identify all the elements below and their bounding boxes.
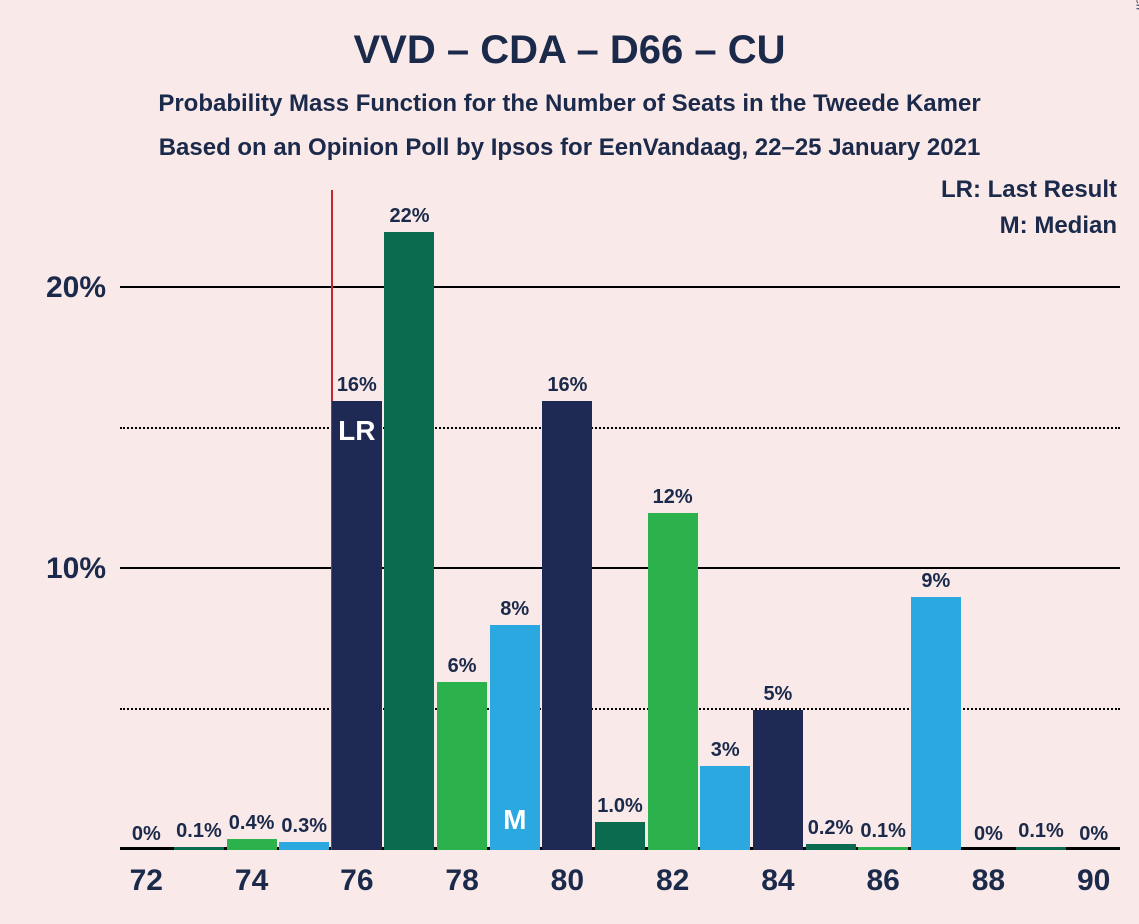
x-tick-label: 76 <box>340 850 373 898</box>
bar-annotation: LR <box>338 415 375 447</box>
gridline <box>120 427 1120 429</box>
x-tick-label: 90 <box>1077 850 1110 898</box>
bar: 5% <box>753 710 803 850</box>
bar: 3% <box>700 766 750 850</box>
gridline <box>120 567 1120 569</box>
bar: 6% <box>437 682 487 851</box>
bar-value-label: 22% <box>389 205 429 232</box>
bar: 16%LR <box>332 401 382 850</box>
x-tick-label: 88 <box>972 850 1005 898</box>
chart-title: VVD – CDA – D66 – CU <box>0 28 1139 73</box>
bar-value-label: 3% <box>711 739 740 766</box>
bar: 16% <box>542 401 592 850</box>
bar-value-label: 6% <box>448 655 477 682</box>
copyright-text: © 2021 Filip van Laenen <box>1133 0 1139 10</box>
x-tick-label: 78 <box>445 850 478 898</box>
gridline <box>120 708 1120 710</box>
x-tick-label: 72 <box>130 850 163 898</box>
chart-subtitle-2: Based on an Opinion Poll by Ipsos for Ee… <box>0 134 1139 162</box>
bar: 0.4% <box>227 839 277 850</box>
bar-value-label: 16% <box>337 374 377 401</box>
y-tick-label: 20% <box>46 271 120 305</box>
bar-value-label: 5% <box>763 683 792 710</box>
bar-value-label: 0% <box>132 823 161 850</box>
bar-value-label: 1.0% <box>597 795 643 822</box>
gridline <box>120 286 1120 288</box>
bar: 0.1% <box>174 847 224 850</box>
bar: 12% <box>648 513 698 850</box>
bar: 8%M <box>490 625 540 850</box>
chart-canvas: VVD – CDA – D66 – CU Probability Mass Fu… <box>0 0 1139 924</box>
bar-value-label: 0.1% <box>860 820 906 847</box>
bar-value-label: 0% <box>1079 823 1108 850</box>
x-tick-label: 84 <box>761 850 794 898</box>
bar-value-label: 8% <box>500 598 529 625</box>
bar-value-label: 0.4% <box>229 812 275 839</box>
bar: 0.2% <box>806 844 856 850</box>
bar-value-label: 0.1% <box>1018 820 1064 847</box>
x-tick-label: 74 <box>235 850 268 898</box>
bar: 0.3% <box>279 842 329 850</box>
bar: 0.1% <box>1016 847 1066 850</box>
plot-area: 10%20%0%0.1%0.4%0.3%16%LR22%6%8%M16%1.0%… <box>120 190 1120 850</box>
chart-subtitle-1: Probability Mass Function for the Number… <box>0 90 1139 118</box>
bar-value-label: 12% <box>653 486 693 513</box>
y-tick-label: 10% <box>46 552 120 586</box>
bar-annotation: M <box>503 804 526 836</box>
x-tick-label: 82 <box>656 850 689 898</box>
x-tick-label: 86 <box>866 850 899 898</box>
bar: 22% <box>384 232 434 850</box>
bar-value-label: 16% <box>547 374 587 401</box>
bar-value-label: 0.1% <box>176 820 222 847</box>
bar-value-label: 0.3% <box>281 815 327 842</box>
bar-value-label: 0.2% <box>808 817 854 844</box>
x-tick-label: 80 <box>551 850 584 898</box>
bar: 1.0% <box>595 822 645 850</box>
bar: 9% <box>911 597 961 850</box>
bar-value-label: 0% <box>974 823 1003 850</box>
bar-value-label: 9% <box>921 570 950 597</box>
